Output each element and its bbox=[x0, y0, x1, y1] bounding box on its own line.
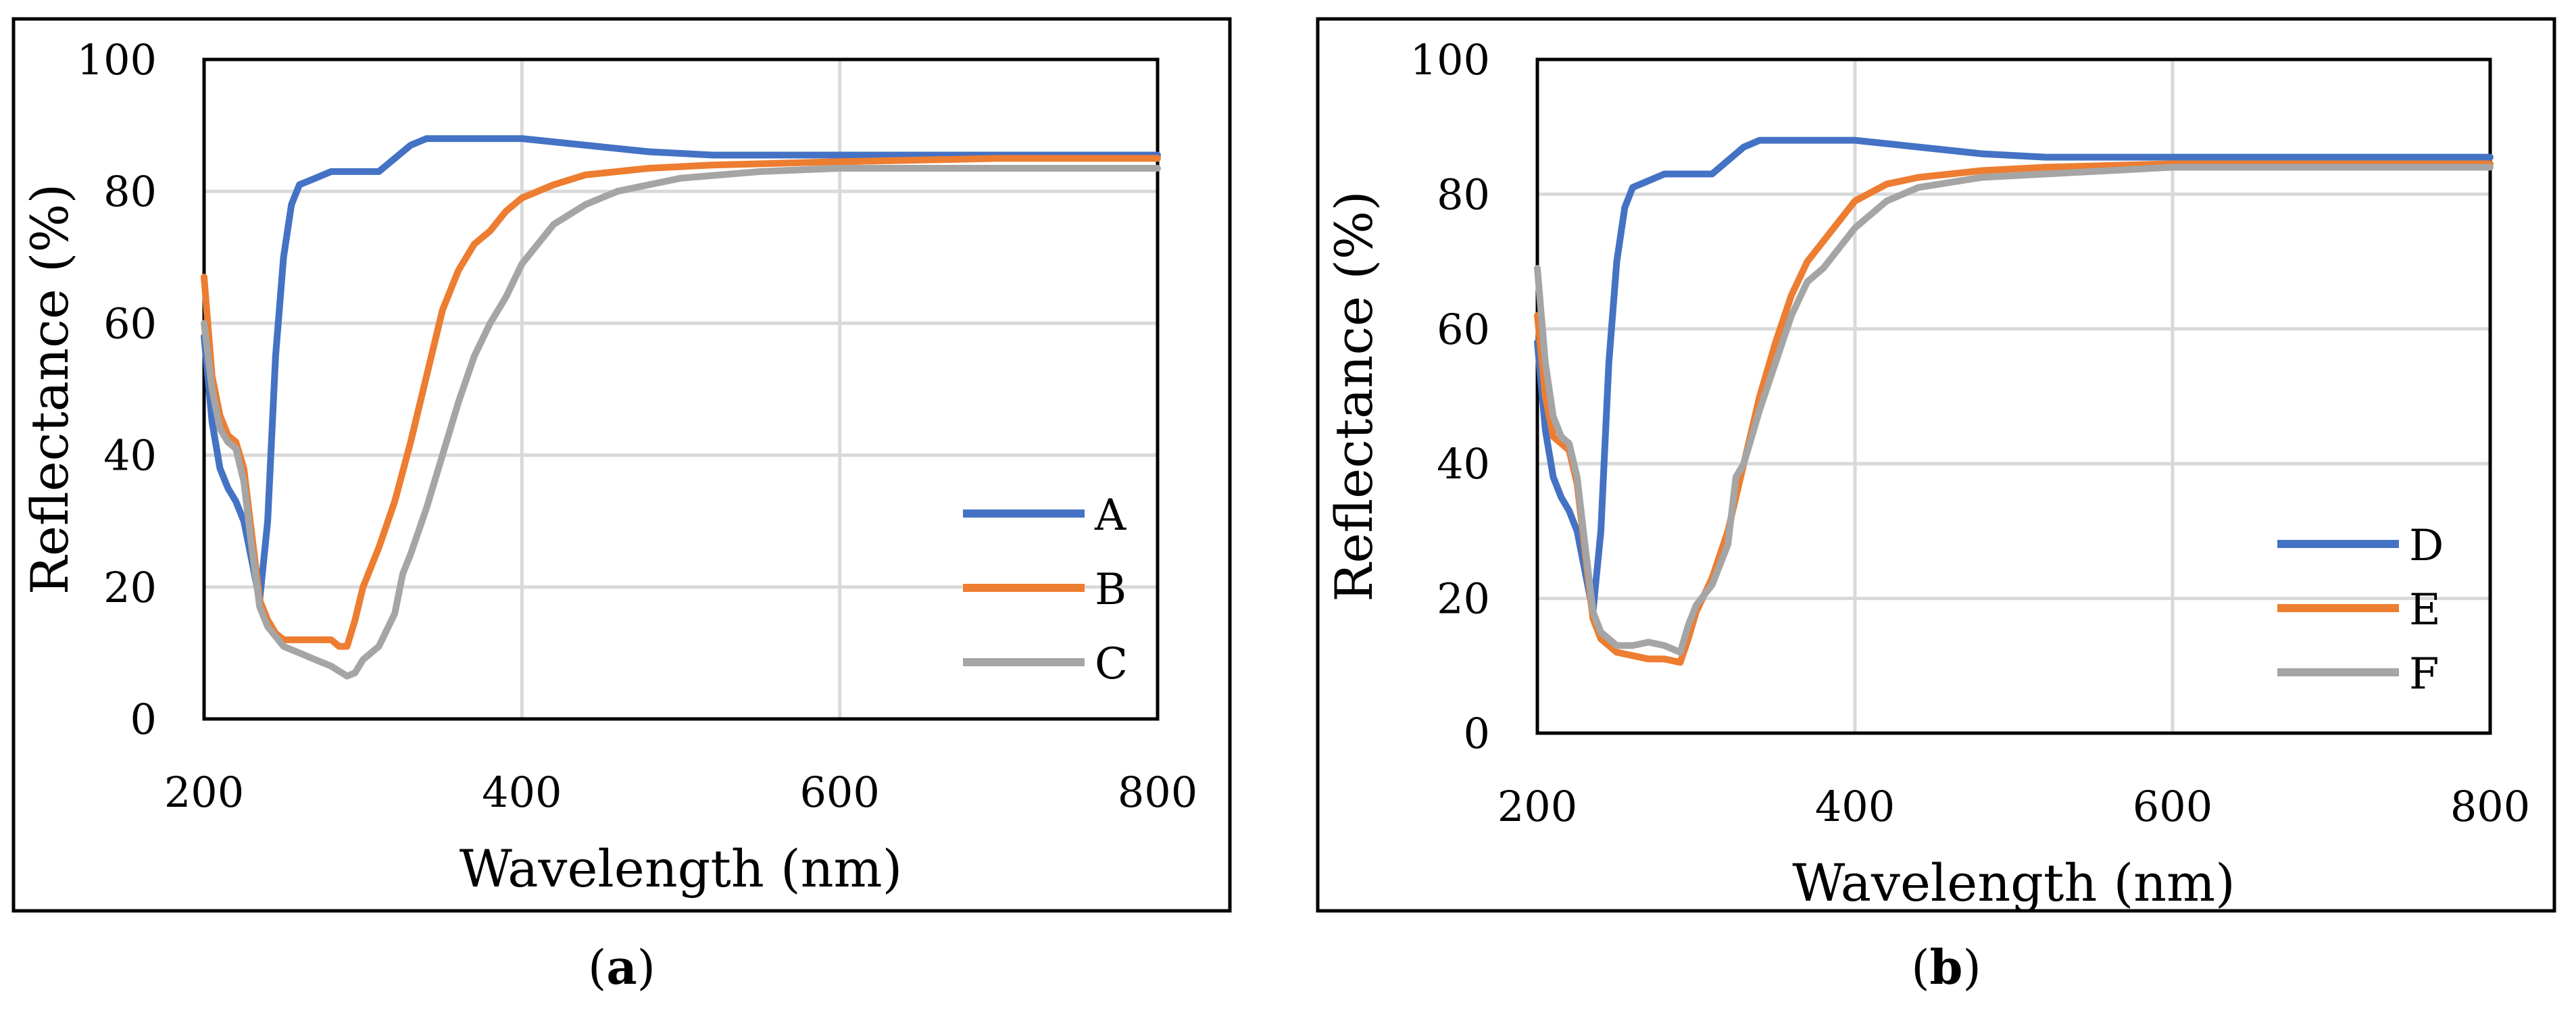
plot-area-border bbox=[1535, 57, 2492, 735]
y-axis-title: Reflectance (%) bbox=[1324, 191, 1384, 601]
caption-b: (b) bbox=[1911, 939, 1981, 995]
x-tick-label: 200 bbox=[1497, 782, 1577, 831]
x-tick-label: 400 bbox=[482, 768, 562, 817]
series-line-D bbox=[1534, 136, 2494, 616]
chart-panel-a: 0 20 40 60 80 100 200 400 600 800 Wavelength (nm) R… bbox=[11, 17, 1232, 913]
series-line-B bbox=[201, 155, 1161, 650]
x-axis-title: Wavelength (nm) bbox=[1792, 853, 2235, 913]
y-tick-label: 20 bbox=[1437, 574, 1490, 624]
y-tick-label: 0 bbox=[130, 695, 157, 744]
y-tick-label: 80 bbox=[1437, 170, 1490, 219]
y-tick-label: 100 bbox=[77, 35, 157, 84]
x-tick-label: 400 bbox=[1815, 782, 1895, 831]
legend-label-C: C bbox=[1095, 639, 1128, 689]
legend-label-F: F bbox=[2409, 649, 2439, 699]
y-tick-label: 60 bbox=[103, 299, 157, 348]
y-axis-title: Reflectance (%) bbox=[20, 184, 80, 595]
plot-area-border bbox=[202, 57, 1160, 721]
legend-label-D: D bbox=[2409, 521, 2444, 571]
legend-label-A: A bbox=[1094, 491, 1126, 541]
legend-label-B: B bbox=[1095, 565, 1126, 615]
legend-label-E: E bbox=[2409, 585, 2441, 635]
y-tick-label: 100 bbox=[1410, 35, 1490, 84]
panel-frame bbox=[1316, 17, 2556, 913]
y-tick-label: 60 bbox=[1437, 305, 1490, 354]
x-tick-label: 600 bbox=[799, 768, 879, 817]
series-line-E bbox=[1534, 160, 2494, 666]
x-tick-label: 200 bbox=[164, 768, 244, 817]
y-tick-label: 80 bbox=[103, 167, 157, 216]
caption-a: (a) bbox=[588, 939, 655, 995]
series-line-C bbox=[201, 165, 1161, 680]
panel-frame bbox=[11, 17, 1232, 913]
y-tick-label: 40 bbox=[1437, 439, 1490, 489]
y-tick-label: 20 bbox=[103, 563, 157, 612]
x-tick-label: 800 bbox=[2450, 782, 2530, 831]
series-line-A bbox=[201, 135, 1161, 604]
x-axis-title: Wavelength (nm) bbox=[460, 839, 903, 899]
x-tick-label: 600 bbox=[2133, 782, 2212, 831]
y-tick-label: 40 bbox=[103, 431, 157, 480]
x-tick-label: 800 bbox=[1118, 768, 1197, 817]
chart-panel-b: 0 20 40 60 80 100 200 400 600 800 Wavelength (nm) R… bbox=[1316, 17, 2556, 913]
y-tick-label: 0 bbox=[1464, 709, 1490, 758]
series-line-F bbox=[1534, 164, 2494, 656]
